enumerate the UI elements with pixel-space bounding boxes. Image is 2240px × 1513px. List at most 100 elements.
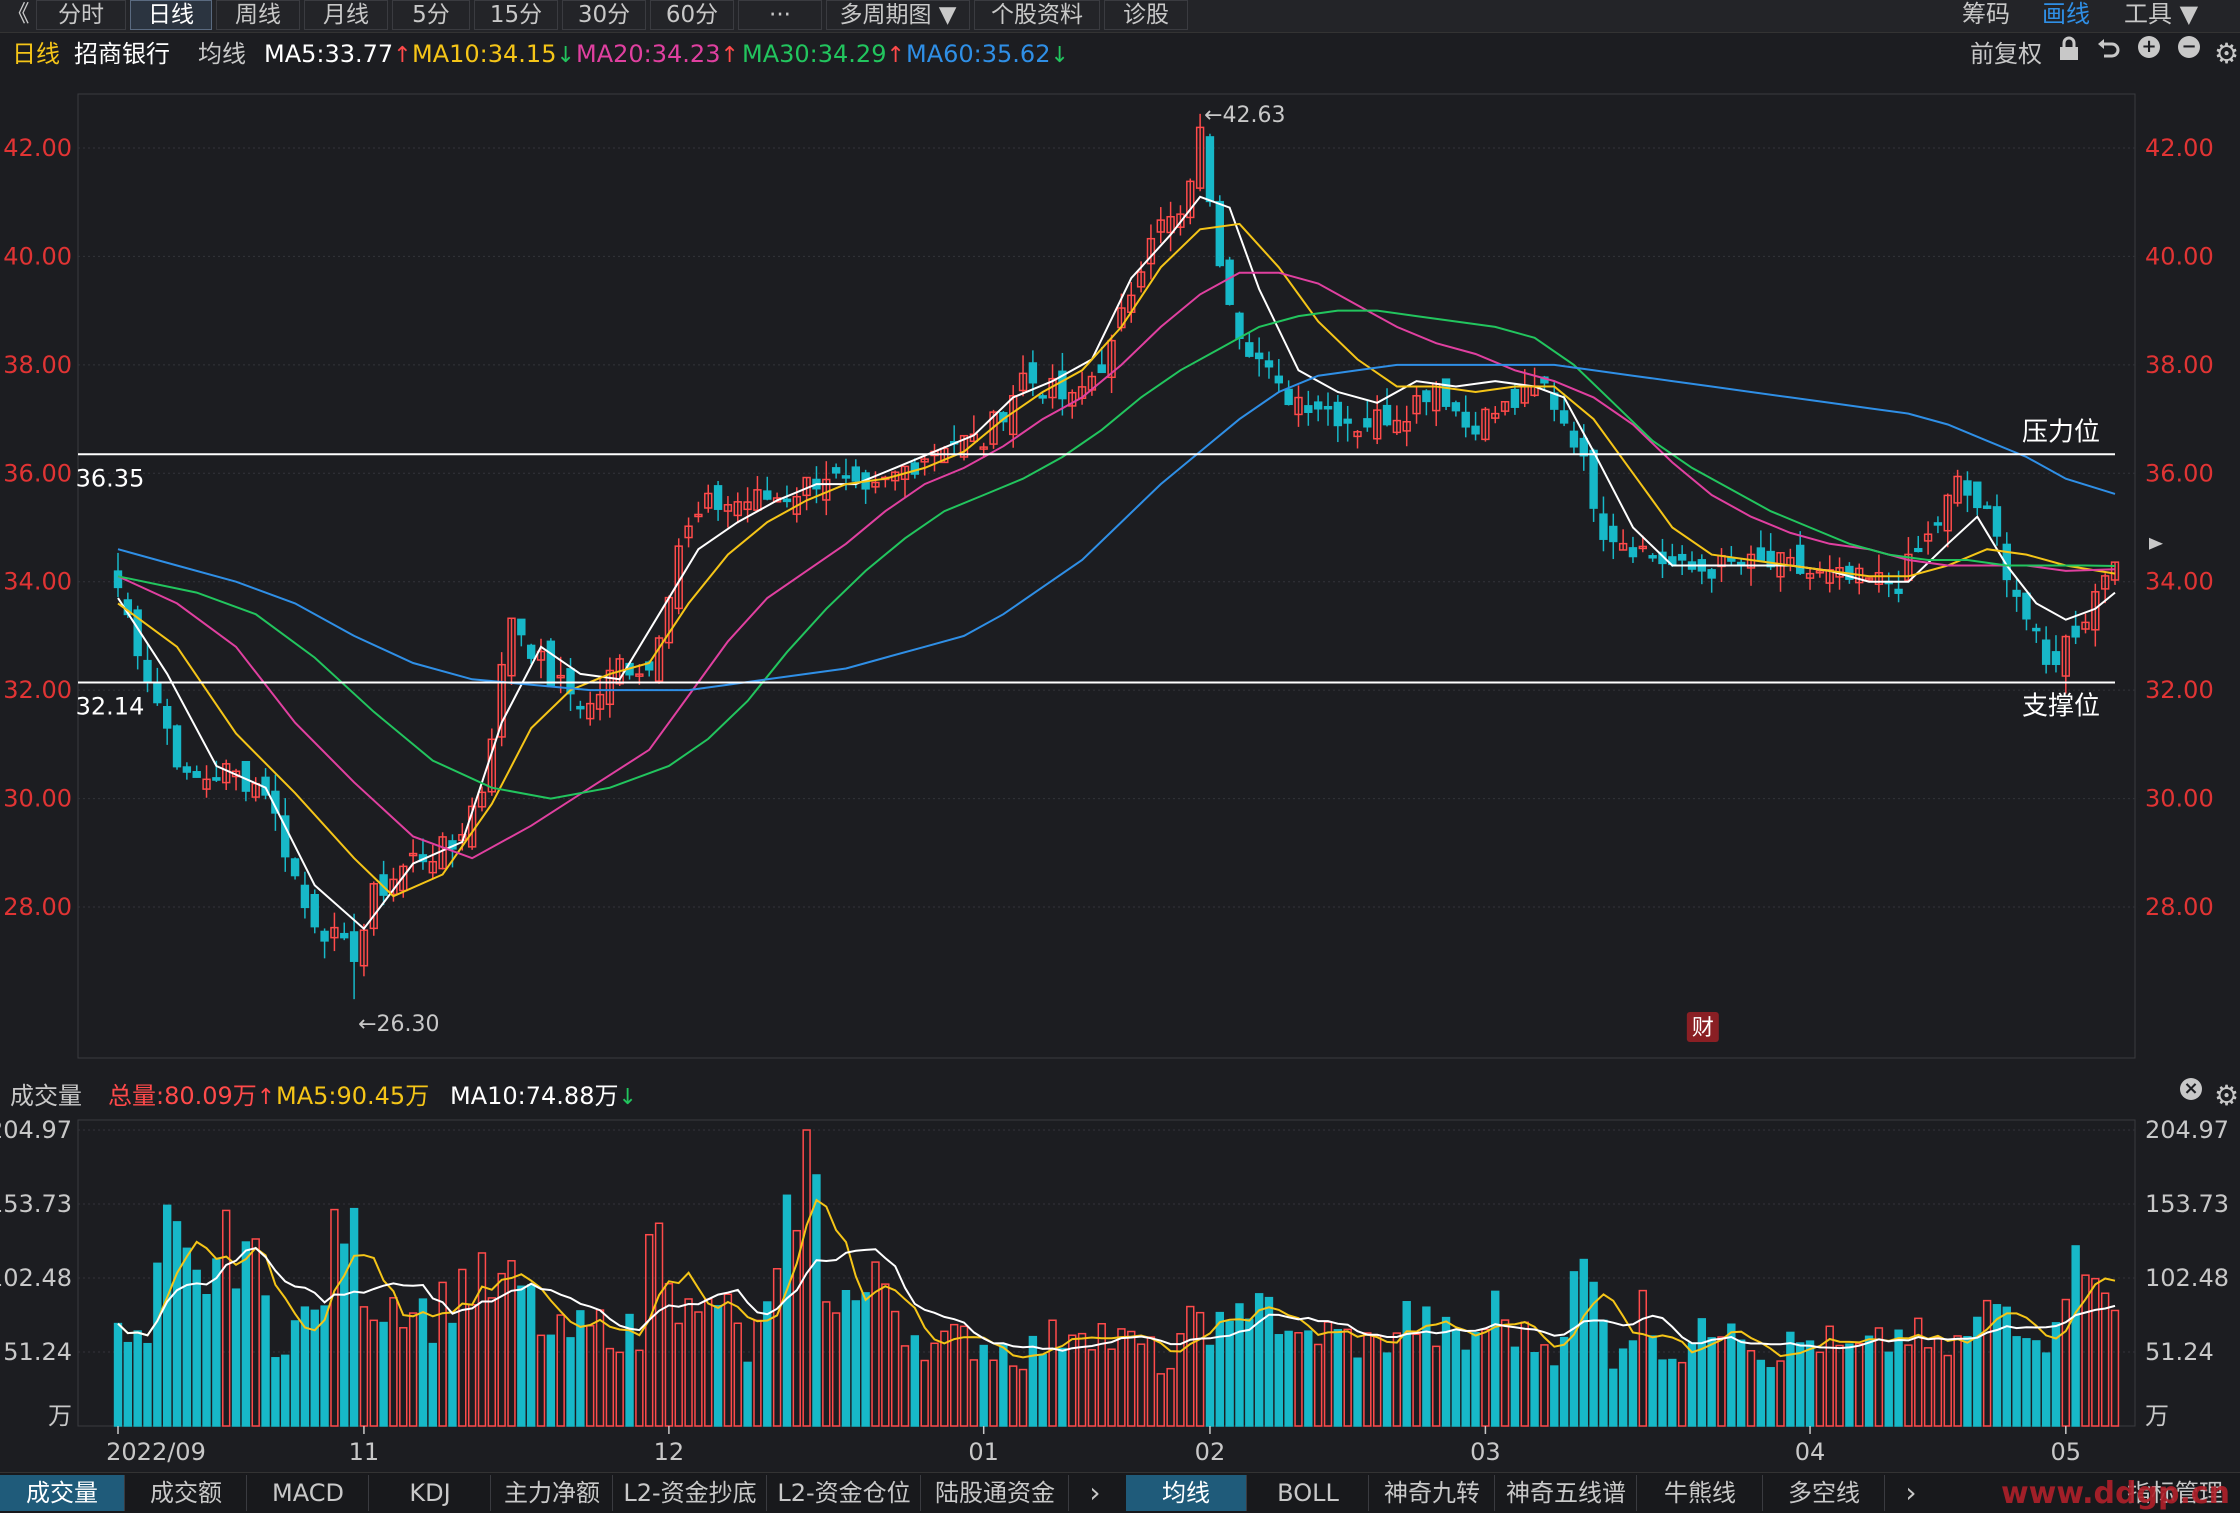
tab-northbound[interactable]: 陆股通资金: [922, 1475, 1069, 1511]
candle-body: [202, 778, 211, 790]
multi-period-dropdown[interactable]: 多周期图 ▼: [826, 0, 970, 30]
chips-button[interactable]: 筹码: [1962, 0, 2010, 28]
candle-body: [1215, 200, 1224, 267]
ma-label[interactable]: 均线: [198, 40, 246, 68]
lock-icon[interactable]: [2058, 36, 2080, 72]
volume-bar: [1727, 1323, 1736, 1427]
volume-bar: [133, 1330, 142, 1427]
tab-monthly[interactable]: 月线: [304, 0, 388, 30]
volume-bar: [1540, 1344, 1549, 1427]
candle-body: [1363, 418, 1372, 428]
price-tick-right: 34.00: [2145, 568, 2214, 596]
volume-bar: [1353, 1357, 1362, 1427]
candle-body: [1294, 396, 1303, 416]
tab-boll[interactable]: BOLL: [1248, 1475, 1369, 1511]
tab-60min[interactable]: 60分: [650, 0, 734, 30]
candle-body: [1618, 542, 1628, 551]
tab-15min[interactable]: 15分: [474, 0, 558, 30]
volume-unit-left: 万: [48, 1402, 72, 1430]
adjust-label[interactable]: 前复权: [1970, 40, 2042, 68]
tab-30min[interactable]: 30分: [562, 0, 646, 30]
volume-bar: [1668, 1358, 1677, 1427]
volume-tick-left: 51.24: [3, 1338, 72, 1366]
volume-bar: [438, 1281, 447, 1427]
price-tick-left: 38.00: [3, 351, 72, 379]
tab-daily[interactable]: 日线: [130, 0, 212, 30]
candle-body: [340, 932, 349, 939]
back-button[interactable]: 《: [0, 0, 36, 30]
volume-bar: [1746, 1350, 1756, 1427]
volume-bar: [1520, 1321, 1529, 1427]
volume-bar: [841, 1289, 851, 1427]
volume-bar: [713, 1305, 723, 1427]
volume-bar: [113, 1322, 123, 1427]
candle-body: [871, 481, 880, 488]
settings-gear-icon[interactable]: ⚙: [2214, 37, 2240, 70]
price-tick-right: 30.00: [2145, 785, 2214, 813]
tab-l2-bottom[interactable]: L2-资金抄底: [614, 1475, 767, 1511]
scroll-right-icon[interactable]: ›: [1089, 1476, 1101, 1509]
volume-bar: [1815, 1351, 1825, 1427]
tab-long-short[interactable]: 多空线: [1764, 1475, 1885, 1511]
volume-bar: [1215, 1311, 1224, 1427]
candle-body: [1874, 572, 1884, 585]
low-annotation: ←26.30: [358, 1012, 439, 1037]
candle-body: [2071, 625, 2080, 638]
volume-ma5: MA5:90.45万: [276, 1082, 430, 1110]
volume-info-bar: 成交量 总量:80.09万↑ MA5:90.45万 MA10:74.88万↓ ×…: [0, 1078, 2240, 1114]
tab-5min[interactable]: 5分: [392, 0, 470, 30]
tab-magic-nine[interactable]: 神奇九转: [1370, 1475, 1495, 1511]
volume-ma10: MA10:74.88万↓: [450, 1082, 637, 1110]
scroll-right-icon-2[interactable]: ›: [1905, 1476, 1917, 1509]
indicator-manage-button[interactable]: 指标管理: [2127, 1479, 2223, 1507]
candle-body: [192, 771, 201, 778]
volume-chart[interactable]: 204.97 204.97 153.73 153.73 102.48 102.48 51.2…: [0, 1112, 2240, 1472]
undo-icon[interactable]: [2096, 36, 2122, 72]
x-axis-tick-label: 04: [1795, 1438, 1826, 1466]
candle-body: [1658, 551, 1667, 565]
candle-body: [1225, 259, 1234, 305]
volume-tick-right: 51.24: [2145, 1338, 2214, 1366]
volume-bar: [910, 1335, 920, 1427]
volume-bar: [605, 1347, 615, 1427]
ma5-up-icon: ↑: [393, 43, 412, 68]
candle-body: [654, 637, 664, 682]
volume-bar: [1894, 1329, 1903, 1427]
tab-l2-position[interactable]: L2-资金仓位: [768, 1475, 921, 1511]
price-tick-right: 36.00: [2145, 459, 2214, 487]
price-tick-right: 42.00: [2145, 134, 2214, 162]
more-button[interactable]: ···: [738, 0, 822, 30]
tab-ma[interactable]: 均线: [1126, 1475, 1247, 1511]
volume-bar: [1835, 1344, 1844, 1427]
price-plot-frame: [77, 93, 2136, 1059]
tools-dropdown[interactable]: 工具 ▼: [2124, 0, 2199, 28]
volume-bar: [1628, 1340, 1638, 1427]
tab-bull-bear[interactable]: 牛熊线: [1638, 1475, 1763, 1511]
x-axis-tick-label: 02: [1195, 1438, 1226, 1466]
price-chart[interactable]: 42.00 42.00 40.00 40.00 38.00 38.00 36.00 36.00…: [0, 72, 2240, 1074]
tab-diagnosis[interactable]: 诊股: [1104, 0, 1188, 30]
candle-body: [1107, 339, 1116, 379]
candle-body: [1992, 506, 2002, 537]
tab-macd[interactable]: MACD: [248, 1475, 369, 1511]
volume-bar: [1471, 1332, 1480, 1427]
volume-bar: [1107, 1348, 1116, 1427]
tab-fenshi[interactable]: 分时: [36, 0, 126, 30]
draw-button[interactable]: 画线: [2042, 0, 2090, 28]
tab-turnover[interactable]: 成交额: [126, 1475, 247, 1511]
volume-settings-gear-icon[interactable]: ⚙: [2214, 1079, 2240, 1112]
tab-main-net[interactable]: 主力净额: [492, 1475, 613, 1511]
tab-magic-five[interactable]: 神奇五线谱: [1496, 1475, 1637, 1511]
volume-bar: [1156, 1373, 1165, 1427]
tab-kdj[interactable]: KDJ: [370, 1475, 491, 1511]
candle-body: [389, 878, 398, 896]
candle-body: [1323, 405, 1333, 410]
candle-body: [1628, 547, 1638, 558]
volume-bar: [831, 1312, 841, 1427]
candle-body: [1973, 481, 1982, 509]
tab-volume[interactable]: 成交量: [0, 1475, 125, 1511]
volume-tick-right: 153.73: [2145, 1190, 2229, 1218]
tab-stock-profile[interactable]: 个股资料: [974, 0, 1100, 30]
volume-tick-left: 102.48: [0, 1264, 72, 1292]
tab-weekly[interactable]: 周线: [216, 0, 300, 30]
